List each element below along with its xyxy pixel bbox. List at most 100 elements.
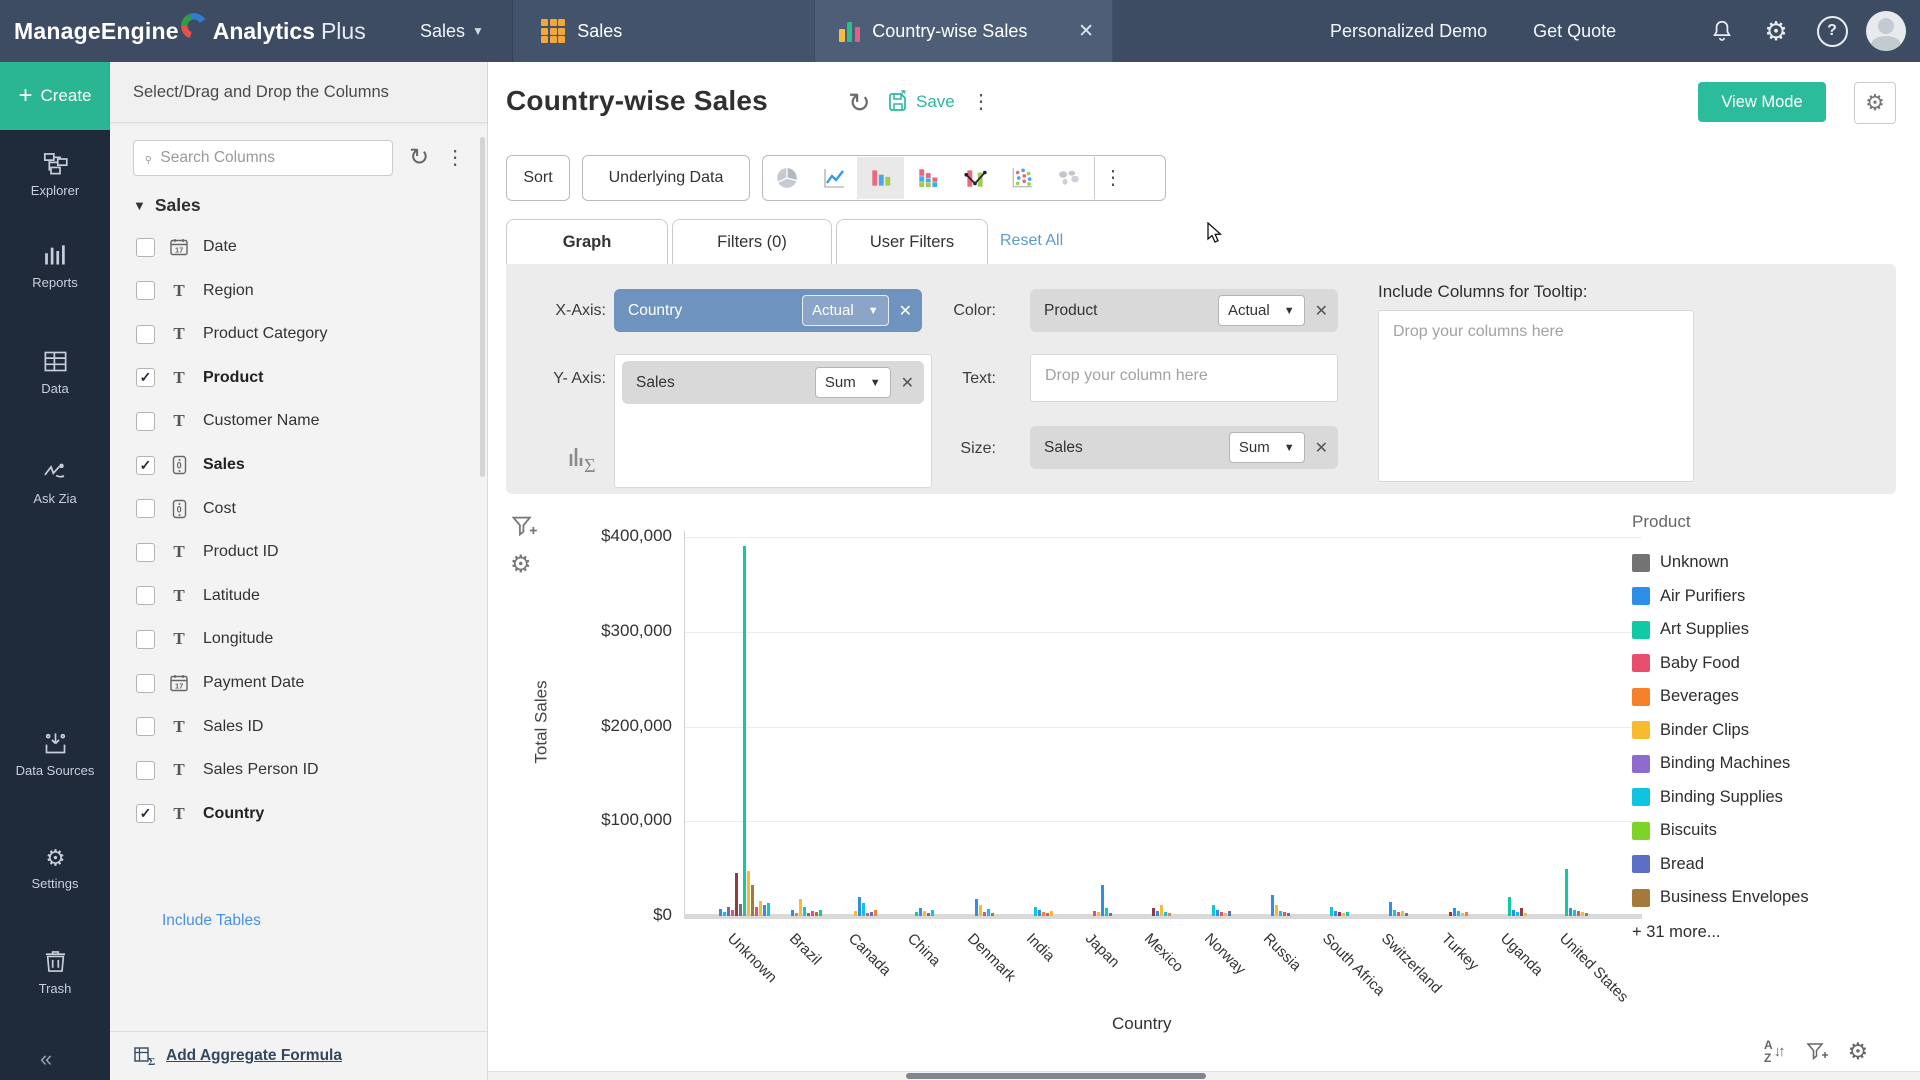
bar-group-mexico[interactable] <box>1152 537 1171 916</box>
bar[interactable] <box>755 907 758 916</box>
bar-group-united-states[interactable] <box>1565 537 1588 916</box>
sidebar-item-data[interactable]: Data <box>0 348 110 396</box>
bar[interactable] <box>1461 913 1464 916</box>
legend-item-binder-clips[interactable]: Binder Clips <box>1632 714 1902 748</box>
bar[interactable] <box>1569 908 1572 916</box>
chart-settings-icon[interactable]: ⚙ <box>510 550 532 579</box>
tooltip-dropzone[interactable]: Drop your columns here <box>1378 310 1694 482</box>
bar[interactable] <box>1038 910 1041 916</box>
sidebar-item-settings[interactable]: ⚙Settings <box>0 843 110 891</box>
legend-item-baby-food[interactable]: Baby Food <box>1632 647 1902 681</box>
settings-gear-icon[interactable]: ⚙ <box>1760 15 1792 47</box>
legend-item-air-purifiers[interactable]: Air Purifiers <box>1632 580 1902 614</box>
bar[interactable] <box>1401 911 1404 916</box>
column-item-longitude[interactable]: TLongitude <box>136 624 273 654</box>
remove-size-icon[interactable]: ✕ <box>1315 438 1328 458</box>
checkbox[interactable] <box>136 586 155 605</box>
bar[interactable] <box>1105 908 1108 916</box>
bar[interactable] <box>923 911 926 916</box>
bar[interactable] <box>1457 911 1460 916</box>
include-tables-link[interactable]: Include Tables <box>162 912 261 930</box>
help-icon[interactable]: ? <box>1816 15 1848 47</box>
legend-item-binding-supplies[interactable]: Binding Supplies <box>1632 781 1902 815</box>
checkbox[interactable]: ✓ <box>136 456 155 475</box>
bar[interactable] <box>1152 908 1155 916</box>
bar[interactable] <box>799 899 802 916</box>
tab-filters[interactable]: Filters (0) <box>672 219 832 265</box>
columns-menu-icon[interactable]: ⋮ <box>445 148 465 168</box>
bar[interactable] <box>866 913 869 916</box>
bar[interactable] <box>807 913 810 916</box>
bar[interactable] <box>987 909 990 916</box>
size-field-chip[interactable]: Sales Sum ▼ ✕ <box>1030 426 1338 469</box>
bar[interactable] <box>751 885 754 916</box>
bar[interactable] <box>1516 912 1519 916</box>
chart-type-bar-icon[interactable] <box>857 157 904 199</box>
column-item-payment-date[interactable]: 17Payment Date <box>136 668 304 698</box>
column-item-latitude[interactable]: TLatitude <box>136 581 260 611</box>
column-item-product[interactable]: ✓TProduct <box>136 363 263 393</box>
bar[interactable] <box>1449 912 1452 916</box>
bar-group-south-africa[interactable] <box>1330 537 1349 916</box>
checkbox[interactable] <box>136 717 155 736</box>
bar[interactable] <box>1577 911 1580 916</box>
bar[interactable] <box>739 904 742 916</box>
bar[interactable] <box>1050 911 1053 916</box>
column-item-country[interactable]: ✓TCountry <box>136 799 264 829</box>
bar[interactable] <box>927 913 930 916</box>
bar[interactable] <box>1271 895 1274 916</box>
chart-type-line-icon[interactable] <box>810 157 857 199</box>
bar[interactable] <box>979 905 982 916</box>
bar[interactable] <box>931 910 934 916</box>
columns-scrollbar[interactable] <box>480 137 485 477</box>
legend-item-art-supplies[interactable]: Art Supplies <box>1632 613 1902 647</box>
create-button[interactable]: + Create <box>0 62 110 130</box>
workspace-dropdown[interactable]: Sales ▼ <box>420 0 484 62</box>
bar-group-india[interactable] <box>1034 537 1053 916</box>
bar[interactable] <box>1279 911 1282 916</box>
tab-report-country-wise-sales[interactable]: Country-wise Sales ✕ <box>815 0 1113 62</box>
legend-item-binding-machines[interactable]: Binding Machines <box>1632 747 1902 781</box>
y-axis-summary-icon[interactable]: Σ <box>568 444 602 476</box>
bar[interactable] <box>1164 912 1167 916</box>
sidebar-item-explorer[interactable]: Explorer <box>0 150 110 198</box>
bar[interactable] <box>1405 913 1408 916</box>
refresh-columns-icon[interactable]: ↻ <box>409 146 429 170</box>
bar[interactable] <box>1565 869 1568 916</box>
column-item-product-id[interactable]: TProduct ID <box>136 537 279 567</box>
remove-y-axis-icon[interactable]: ✕ <box>901 373 914 393</box>
bar-group-denmark[interactable] <box>975 537 994 916</box>
bar[interactable] <box>862 903 865 916</box>
bar-group-canada[interactable] <box>854 537 877 916</box>
bar-group-uganda[interactable] <box>1508 537 1527 916</box>
bar-group-russia[interactable] <box>1271 537 1290 916</box>
column-item-region[interactable]: TRegion <box>136 276 254 306</box>
bar[interactable] <box>1097 912 1100 916</box>
tab-workspace-sales[interactable]: Sales <box>512 0 814 62</box>
bar[interactable] <box>991 913 994 916</box>
bar[interactable] <box>723 912 726 916</box>
bar[interactable] <box>1389 902 1392 916</box>
checkbox[interactable] <box>136 412 155 431</box>
y-axis-agg-select[interactable]: Sum ▼ <box>815 367 891 398</box>
bar[interactable] <box>735 873 738 916</box>
bar[interactable] <box>1465 912 1468 916</box>
bar[interactable] <box>1585 913 1588 916</box>
bar[interactable] <box>1109 913 1112 916</box>
bar[interactable] <box>1034 907 1037 916</box>
bar[interactable] <box>1216 910 1219 916</box>
column-item-cost[interactable]: 0Cost <box>136 494 236 524</box>
legend-item-biscuits[interactable]: Biscuits <box>1632 814 1902 848</box>
bar[interactable] <box>1042 912 1045 916</box>
bar[interactable] <box>1330 907 1333 916</box>
bar[interactable] <box>1101 885 1104 916</box>
bar[interactable] <box>767 903 770 916</box>
bar[interactable] <box>1524 913 1527 916</box>
reset-all-link[interactable]: Reset All <box>1000 232 1063 250</box>
legend-item-beverages[interactable]: Beverages <box>1632 680 1902 714</box>
scrollbar-thumb[interactable] <box>906 1073 1206 1079</box>
bar-group-brazil[interactable] <box>791 537 822 916</box>
bar[interactable] <box>1512 910 1515 916</box>
bar[interactable] <box>1275 905 1278 916</box>
chart-config-gear-icon[interactable]: ⚙ <box>1848 1038 1869 1065</box>
